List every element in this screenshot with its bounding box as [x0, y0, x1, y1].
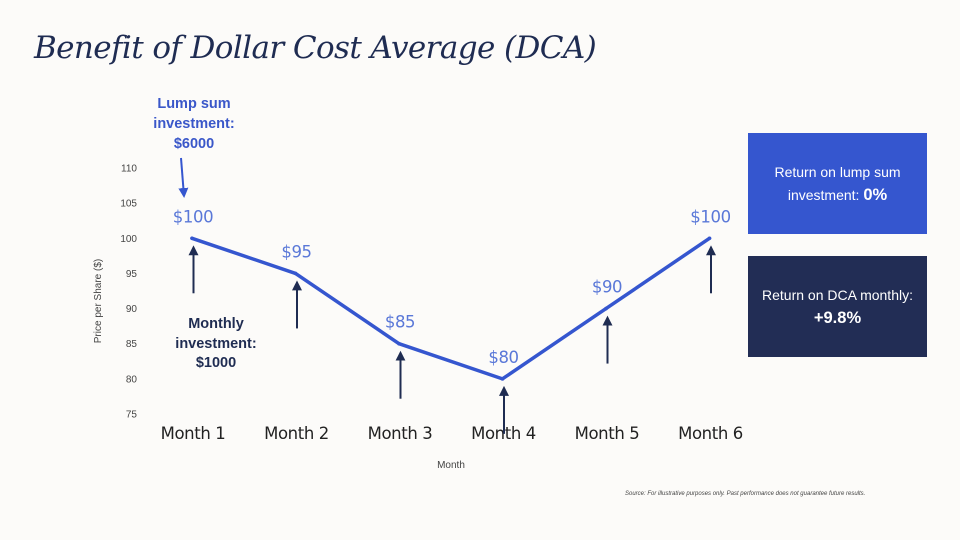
data-labels: $100 $95 $85 $80 $90 $100 [173, 207, 731, 367]
y-tick-label: 110 [121, 164, 137, 175]
price-point [190, 236, 194, 241]
x-tick-label: Month 2 [264, 424, 329, 443]
lump-sum-callout: Lump sum investment: $6000 [140, 94, 248, 154]
price-data-label: $90 [592, 278, 622, 297]
price-line [190, 236, 712, 381]
monthly-callout-line1: Monthly [188, 316, 244, 332]
y-axis-label: Price per Share ($) [93, 259, 104, 343]
y-tick-label: 95 [126, 269, 138, 280]
price-point [397, 341, 401, 346]
lump-sum-return-label: investment: [787, 186, 860, 203]
price-series [190, 236, 712, 381]
y-tick-label: 85 [126, 339, 138, 350]
x-axis: Month 1 Month 2 Month 3 Month 4 Month 5 Month… [161, 424, 744, 471]
dca-return-label: Return on DCA monthly: [762, 286, 913, 303]
monthly-callout-amount: $1000 [195, 355, 237, 371]
price-point [604, 306, 608, 311]
dca-return-value: +9.8% [813, 308, 862, 327]
price-point [293, 271, 298, 276]
lump-sum-return-value: 0% [863, 185, 888, 204]
x-tick-label: Month 6 [678, 424, 743, 443]
lump-sum-return-box: Return on lump sum investment: 0% [748, 133, 927, 234]
x-tick-label: Month 3 [368, 424, 433, 443]
lump-sum-callout-amount: $6000 [173, 136, 215, 152]
lump-sum-arrow [178, 157, 189, 198]
y-tick-label: 80 [126, 374, 138, 385]
y-tick-label: 75 [126, 410, 138, 421]
source-note: Source: For illustrative purposes only. … [625, 491, 866, 497]
monthly-callout-line2: investment: [175, 335, 257, 352]
lump-sum-return-label-line1: Return on lump sum [774, 163, 901, 180]
price-data-label: $80 [488, 348, 518, 367]
dca-return-box: Return on DCA monthly: +9.8% [748, 256, 927, 357]
price-data-label: $100 [173, 207, 213, 226]
price-data-label: $95 [281, 242, 311, 261]
monthly-investment-callout: Monthly investment: $1000 [160, 315, 272, 374]
price-point [500, 377, 505, 381]
y-tick-label: 105 [120, 199, 137, 210]
lump-sum-callout-line1: Lump sum [157, 96, 231, 112]
y-axis: 75 80 85 90 95 100 105 110 Price per Share ($) [93, 164, 137, 421]
y-tick-label: 100 [120, 234, 137, 245]
monthly-investment-arrows [178, 157, 716, 434]
lump-sum-callout-line2: investment: [153, 116, 235, 132]
x-tick-label: Month 1 [161, 424, 226, 443]
lump-sum-return-label-line2: investment: 0% [788, 184, 887, 207]
price-data-label: $85 [385, 313, 415, 332]
x-axis-label: Month [437, 460, 465, 471]
y-tick-label: 90 [126, 304, 138, 315]
x-tick-label: Month 5 [575, 424, 640, 443]
price-data-label: $100 [690, 207, 730, 226]
price-point [707, 236, 712, 241]
page-title: Benefit of Dollar Cost Average (DCA) [34, 30, 597, 66]
